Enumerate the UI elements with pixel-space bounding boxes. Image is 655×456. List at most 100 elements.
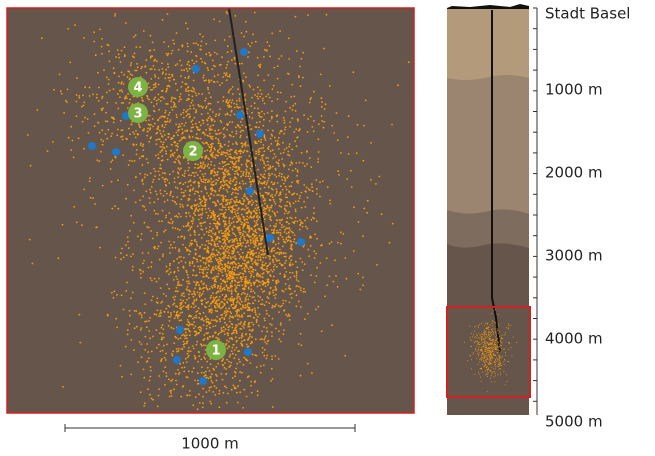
- event: [212, 211, 215, 214]
- event: [161, 125, 164, 128]
- event: [227, 184, 229, 187]
- event: [130, 373, 133, 376]
- event: [235, 263, 238, 266]
- event: [243, 267, 246, 269]
- event: [261, 175, 264, 178]
- event: [229, 153, 232, 156]
- event: [231, 162, 234, 165]
- event: [292, 104, 295, 107]
- event: [165, 352, 167, 355]
- event: [235, 160, 238, 163]
- event: [174, 186, 177, 189]
- event: [212, 201, 214, 204]
- event: [491, 341, 493, 343]
- event: [204, 315, 207, 318]
- event: [262, 211, 265, 214]
- event: [471, 345, 473, 347]
- event: [246, 267, 248, 269]
- event: [221, 213, 224, 215]
- event: [278, 132, 281, 135]
- event: [216, 215, 219, 218]
- event: [236, 217, 239, 219]
- event: [170, 106, 173, 109]
- event: [260, 266, 262, 269]
- event: [229, 315, 232, 318]
- event: [150, 279, 153, 282]
- event: [210, 373, 213, 376]
- event: [247, 43, 250, 45]
- event: [161, 176, 164, 179]
- event: [375, 183, 377, 185]
- event: [499, 372, 501, 374]
- event: [88, 180, 91, 183]
- event: [209, 358, 212, 360]
- event: [245, 285, 248, 287]
- event: [317, 158, 320, 160]
- event: [214, 217, 217, 219]
- event: [466, 360, 468, 362]
- event: [362, 284, 364, 287]
- event: [485, 361, 487, 362]
- event: [209, 209, 212, 212]
- event: [115, 102, 117, 104]
- event: [133, 189, 135, 192]
- event: [180, 69, 183, 72]
- event: [494, 368, 496, 370]
- event: [223, 223, 226, 226]
- event: [181, 366, 183, 369]
- event: [485, 370, 487, 372]
- event: [407, 61, 410, 64]
- event: [218, 140, 220, 142]
- event: [162, 143, 164, 146]
- event: [222, 194, 224, 197]
- event: [231, 326, 234, 329]
- event: [268, 45, 271, 47]
- event: [186, 248, 189, 251]
- event: [275, 190, 278, 193]
- event: [155, 99, 158, 102]
- event: [319, 73, 322, 76]
- event: [102, 107, 104, 110]
- event: [144, 320, 147, 323]
- event: [198, 92, 200, 95]
- event: [295, 305, 298, 308]
- event: [271, 110, 273, 112]
- event: [250, 250, 253, 252]
- event: [205, 391, 208, 393]
- event: [507, 348, 509, 350]
- event: [165, 265, 168, 268]
- event: [493, 371, 495, 373]
- event: [128, 78, 131, 81]
- event: [241, 180, 244, 183]
- event: [230, 257, 232, 260]
- event: [263, 137, 266, 140]
- event: [207, 251, 210, 254]
- event: [144, 335, 147, 338]
- event: [506, 327, 507, 329]
- event: [208, 145, 211, 148]
- event: [492, 353, 494, 355]
- event: [236, 300, 239, 303]
- event: [221, 232, 223, 235]
- event: [233, 274, 236, 276]
- event: [126, 76, 129, 78]
- event: [272, 258, 274, 261]
- event: [323, 108, 326, 110]
- event: [266, 41, 269, 44]
- event: [287, 37, 290, 40]
- event: [198, 268, 201, 271]
- event: [263, 348, 266, 351]
- event: [490, 331, 492, 333]
- event: [233, 357, 236, 360]
- event: [263, 56, 265, 58]
- event: [325, 13, 328, 16]
- event: [250, 290, 252, 293]
- event: [201, 345, 203, 347]
- event: [478, 324, 479, 326]
- event: [215, 299, 218, 302]
- event: [146, 343, 149, 345]
- event: [234, 62, 237, 65]
- event: [245, 395, 248, 398]
- event: [226, 358, 229, 361]
- event: [272, 198, 275, 201]
